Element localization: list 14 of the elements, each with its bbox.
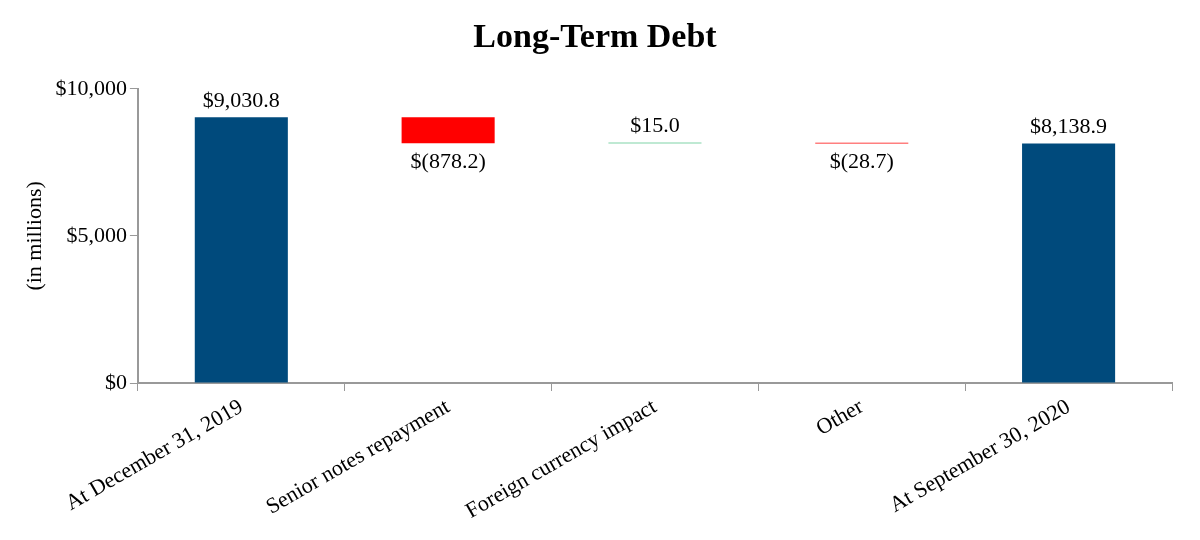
x-tick-label: Other [811, 392, 868, 440]
chart-title: Long-Term Debt [473, 17, 718, 55]
bar [194, 117, 288, 383]
y-tick-label: $0 [104, 368, 127, 394]
data-label: $(878.2) [410, 147, 486, 173]
data-label: $9,030.8 [202, 87, 280, 113]
bar [1022, 143, 1116, 383]
y-tick-label: $5,000 [66, 221, 127, 247]
data-label: $15.0 [630, 112, 680, 138]
bar [401, 117, 495, 144]
y-axis-title: (in millions) [20, 181, 46, 291]
data-label: $8,138.9 [1030, 113, 1108, 139]
y-tick-label: $10,000 [55, 74, 127, 100]
data-label: $(28.7) [829, 148, 894, 174]
